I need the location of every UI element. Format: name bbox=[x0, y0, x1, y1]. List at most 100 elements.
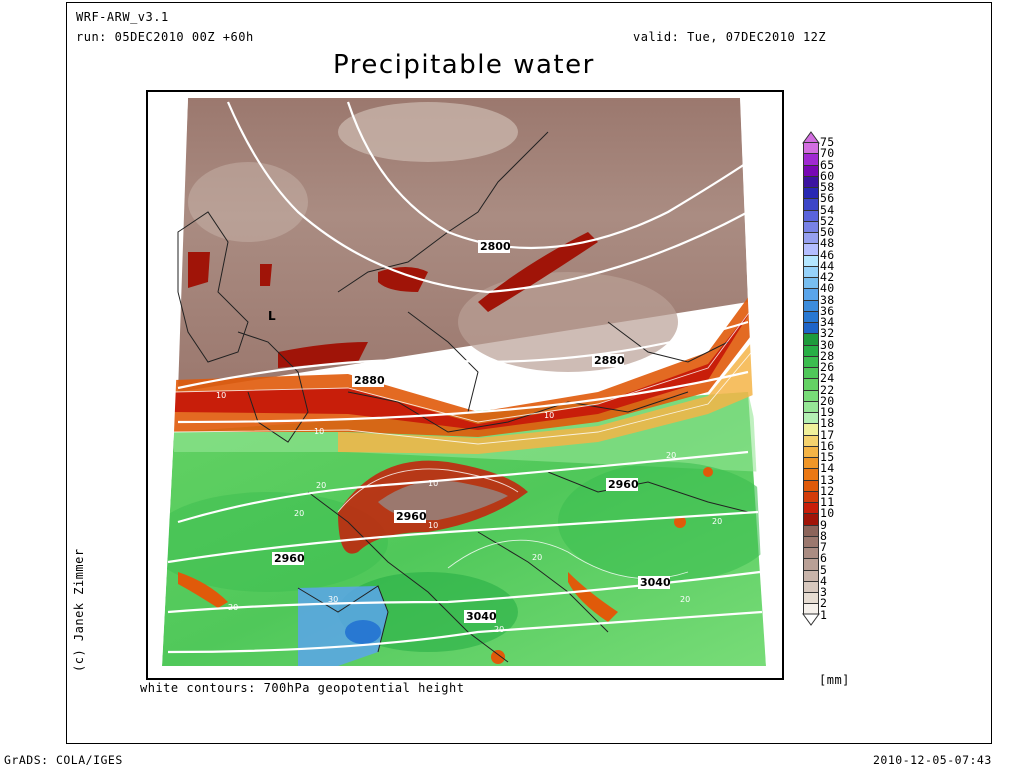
map-title: Precipitable water bbox=[333, 50, 595, 80]
height-label-3040-east: 3040 bbox=[640, 576, 671, 589]
run-label: run: 05DEC2010 00Z +60h bbox=[76, 30, 254, 44]
colorbar-cell bbox=[803, 153, 819, 165]
pw-label: 10 bbox=[428, 479, 438, 488]
pw-label: 20 bbox=[294, 509, 304, 518]
timestamp: 2010-12-05-07:43 bbox=[873, 753, 992, 767]
colorbar-level-label: 54 bbox=[820, 202, 835, 217]
colorbar-level-label: 40 bbox=[820, 281, 835, 296]
colorbar-level-label: 28 bbox=[820, 348, 835, 363]
colorbar-cell bbox=[803, 344, 819, 356]
colorbar-level-label: 46 bbox=[820, 247, 835, 262]
colorbar-level-label: 32 bbox=[820, 326, 835, 341]
colorbar-level-label: 6 bbox=[820, 551, 828, 566]
colorbar-cell bbox=[803, 322, 819, 334]
colorbar-level-label: 30 bbox=[820, 337, 835, 352]
colorbar-cell bbox=[803, 299, 819, 311]
colorbar-cell bbox=[803, 445, 819, 457]
colorbar-level-label: 44 bbox=[820, 258, 835, 273]
colorbar-level-label: 36 bbox=[820, 303, 835, 318]
colorbar-level-label: 11 bbox=[820, 495, 835, 509]
pw-label: 20 bbox=[680, 595, 690, 604]
colorbar-level-label: 38 bbox=[820, 292, 835, 307]
colorbar-level-label: 16 bbox=[820, 438, 835, 453]
pw-label: 20 bbox=[316, 481, 326, 490]
colorbar-level-label: 7 bbox=[820, 540, 828, 554]
colorbar-level-label: 75 bbox=[820, 135, 835, 149]
colorbar-cell bbox=[803, 243, 819, 255]
colorbar-level-label: 22 bbox=[820, 382, 835, 397]
colorbar-cell bbox=[803, 558, 819, 570]
colorbar-cell bbox=[803, 490, 819, 502]
colorbar-cell bbox=[803, 232, 819, 244]
colorbar-cell bbox=[803, 367, 819, 379]
height-label-3040-south: 3040 bbox=[466, 610, 497, 623]
height-label-2960-west: 2960 bbox=[274, 552, 305, 565]
pw-label: 20 bbox=[228, 603, 238, 612]
colorbar-cell bbox=[803, 198, 819, 210]
pw-label: 20 bbox=[532, 553, 542, 562]
legend-unit: [mm] bbox=[819, 673, 850, 687]
colorbar-cell bbox=[803, 513, 819, 525]
colorbar-level-label: 5 bbox=[820, 562, 828, 577]
colorbar-level-label: 56 bbox=[820, 191, 835, 206]
precipitable-water-map: 2800 2880 2880 2960 2960 2960 3040 3040 … bbox=[146, 90, 784, 680]
colorbar-cell bbox=[803, 434, 819, 446]
colorbar-level-label: 26 bbox=[820, 360, 835, 374]
author-credit: (c) Janek Zimmer bbox=[72, 548, 86, 672]
colorbar-cell bbox=[803, 277, 819, 289]
colorbar-cell bbox=[803, 333, 819, 345]
colorbar-cell bbox=[803, 423, 819, 435]
colorbar-cell bbox=[803, 400, 819, 412]
low-pressure-marker: L bbox=[268, 309, 276, 323]
colorbar-cell bbox=[803, 457, 819, 469]
contour-note: white contours: 700hPa geopotential heig… bbox=[140, 681, 465, 695]
colorbar bbox=[803, 142, 819, 615]
colorbar-level-label: 8 bbox=[820, 528, 828, 543]
colorbar-cell bbox=[803, 412, 819, 424]
colorbar-level-label: 3 bbox=[820, 585, 828, 599]
colorbar-level-label: 13 bbox=[820, 472, 835, 487]
colorbar-level-label: 17 bbox=[820, 427, 835, 442]
height-label-2880-west: 2880 bbox=[354, 374, 385, 387]
colorbar-level-label: 58 bbox=[820, 180, 835, 194]
colorbar-cell bbox=[803, 468, 819, 480]
colorbar-level-label: 10 bbox=[820, 506, 835, 521]
colorbar-cell bbox=[803, 580, 819, 592]
model-label: WRF-ARW_v3.1 bbox=[76, 10, 169, 24]
colorbar-cell bbox=[803, 479, 819, 491]
colorbar-level-label: 34 bbox=[820, 315, 835, 329]
pw-label: 30 bbox=[328, 595, 338, 604]
colorbar-cell bbox=[803, 355, 819, 367]
colorbar-cell bbox=[803, 547, 819, 559]
pw-label: 10 bbox=[428, 521, 438, 530]
grads-credit: GrADS: COLA/IGES bbox=[4, 753, 123, 767]
colorbar-cell bbox=[803, 378, 819, 390]
colorbar-cell bbox=[803, 175, 819, 187]
pw-label: 20 bbox=[712, 517, 722, 526]
colorbar-level-label: 50 bbox=[820, 225, 835, 239]
colorbar-level-label: 60 bbox=[820, 168, 835, 183]
colorbar-cell bbox=[803, 254, 819, 266]
colorbar-level-label: 2 bbox=[820, 596, 828, 611]
plot-frame bbox=[66, 2, 992, 744]
colorbar-level-label: 70 bbox=[820, 146, 835, 161]
height-label-2880-east: 2880 bbox=[594, 354, 625, 367]
pw-label: 20 bbox=[494, 625, 504, 634]
colorbar-level-label: 52 bbox=[820, 213, 835, 228]
pw-label: 10 bbox=[314, 427, 324, 436]
colorbar-level-label: 9 bbox=[820, 517, 828, 532]
colorbar-level-label: 14 bbox=[820, 461, 835, 476]
colorbar-cell bbox=[803, 288, 819, 300]
height-label-2960-alps: 2960 bbox=[396, 510, 427, 523]
colorbar-level-label: 4 bbox=[820, 573, 828, 588]
colorbar-cell bbox=[803, 389, 819, 401]
colorbar-level-label: 1 bbox=[820, 607, 828, 622]
colorbar-level-label: 65 bbox=[820, 157, 835, 172]
colorbar-cell bbox=[803, 209, 819, 221]
height-label-2800: 2800 bbox=[480, 240, 511, 253]
colorbar-cell bbox=[803, 502, 819, 514]
colorbar-cell bbox=[803, 592, 819, 604]
colorbar-level-label: 18 bbox=[820, 416, 835, 431]
colorbar-cell bbox=[803, 220, 819, 232]
pw-label: 20 bbox=[666, 451, 676, 460]
